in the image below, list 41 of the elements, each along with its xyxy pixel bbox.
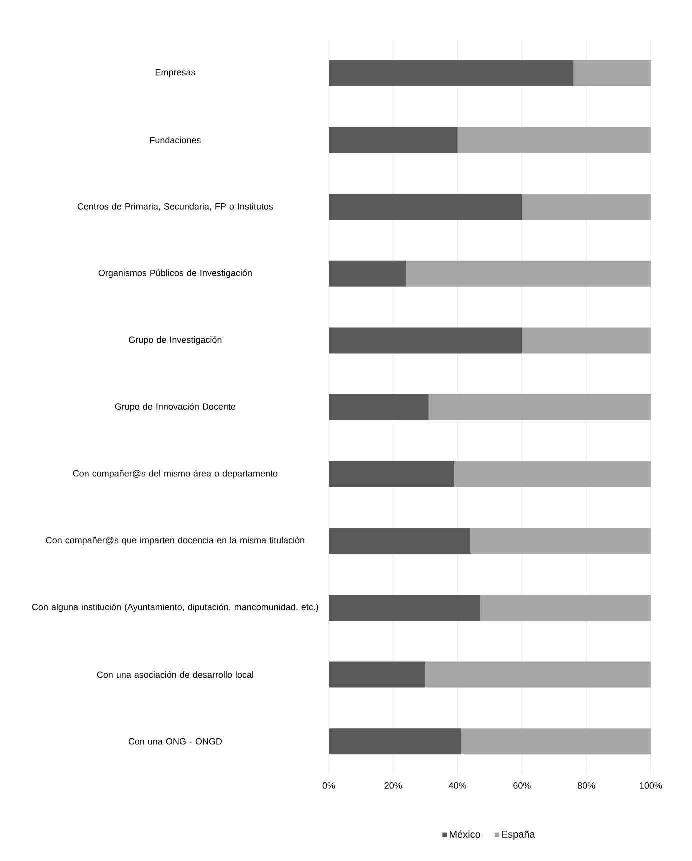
x-tick-label: 60% (514, 782, 531, 789)
bar (480, 594, 651, 621)
bar (328, 528, 471, 554)
bar (470, 528, 651, 554)
y-tick-label: Con compañer@s que imparten docencia en la misma titulación (46, 536, 304, 546)
bar (458, 127, 651, 154)
y-tick-label: Fundaciones (150, 136, 201, 144)
bar (522, 328, 651, 354)
bar (328, 127, 458, 154)
y-tick-label: Organismos Públicos de Investigación (98, 270, 252, 278)
y-tick-label: Con compañer@s del mismo área o departamento (73, 470, 278, 479)
bar (406, 260, 651, 287)
legend-label: México (450, 830, 480, 838)
bar (426, 662, 651, 688)
x-tick-label: 100% (640, 782, 662, 789)
y-tick-label: Con una ONG - ONGD (128, 738, 222, 745)
bar (328, 461, 455, 488)
bar (328, 328, 522, 354)
bar (328, 662, 426, 688)
y-tick-label: Con una asociación de desarrollo local (97, 671, 254, 678)
bar (328, 594, 480, 621)
y-tick-label: Con alguna institución (Ayuntamiento, diputación, mancomunidad, etc.) (32, 604, 318, 612)
bar (328, 260, 406, 287)
bar (461, 728, 651, 755)
bar (328, 728, 462, 755)
y-tick-label: Grupo de Innovación Docente (115, 403, 236, 412)
y-tick-label: Grupo de Investigación (129, 336, 222, 345)
bar (428, 394, 651, 421)
legend-label: España (502, 830, 536, 840)
x-tick-label: 20% (384, 782, 402, 789)
x-tick-label: 40% (448, 782, 466, 789)
bar (328, 194, 522, 220)
x-tick-label: 80% (578, 782, 596, 789)
bar (454, 461, 651, 488)
y-tick-label: Empresas (156, 69, 196, 78)
bar (328, 60, 574, 86)
x-tick-label: 0% (322, 782, 336, 789)
bar (328, 394, 429, 421)
y-tick-label: Centros de Primaria, Secundaria, FP o Institutos (78, 203, 274, 211)
bar (574, 60, 651, 86)
bar (522, 194, 651, 220)
